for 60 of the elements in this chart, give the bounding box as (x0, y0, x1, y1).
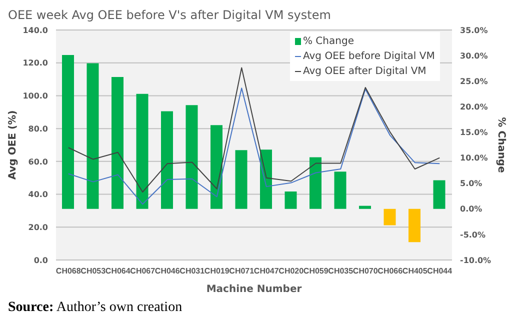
x-tick-label: CH053 (80, 266, 106, 276)
bar (86, 63, 99, 209)
x-tick-label: CH070 (352, 266, 378, 276)
y2-tick-label: 25.0% (460, 76, 488, 86)
line-series (68, 67, 440, 192)
y2-axis-title: % Change (495, 117, 506, 174)
bar (359, 206, 371, 209)
y-tick-label: 40.0 (28, 190, 48, 200)
bar (161, 111, 173, 209)
x-tick-label: CH064 (105, 266, 131, 276)
bar (433, 180, 446, 209)
x-tick-label: CH066 (378, 266, 404, 276)
bar (334, 172, 346, 209)
x-tick-label: CH047 (254, 266, 280, 276)
source-note: Source: Author’s own creation (8, 300, 184, 316)
y-tick-label: 20.0 (28, 222, 48, 232)
x-axis-title: Machine Number (206, 284, 302, 295)
x-tick-label: CH067 (130, 266, 156, 276)
y2-tick-label: 30.0% (460, 51, 488, 60)
y2-tick-label: 35.0% (460, 26, 488, 35)
bar (284, 192, 297, 209)
y-tick-label: 100.0 (22, 92, 48, 101)
bar (310, 157, 322, 209)
bar (260, 150, 272, 209)
x-tick-label: CH044 (427, 266, 453, 276)
legend-label: Avg OEE before Digital VM (303, 50, 435, 64)
bar (112, 77, 124, 209)
y2-tick-label: 15.0% (460, 128, 488, 138)
bar (136, 94, 148, 209)
chart-title: OEE week Avg OEE before V's after Digital VM system (8, 8, 332, 24)
x-tick-label: CH035 (328, 266, 354, 276)
x-tick-label: CH046 (154, 266, 180, 276)
x-tick-label: CH068 (56, 266, 82, 276)
bar (186, 105, 198, 209)
x-tick-label: CH020 (278, 266, 304, 276)
y-tick-label: 120.0 (22, 58, 48, 68)
x-tick-label: CH019 (204, 266, 230, 276)
bar (408, 208, 420, 242)
y2-tick-label: 0.0% (460, 204, 482, 214)
y2-tick-label: -5.0% (460, 230, 486, 240)
x-tick-label: CH405 (402, 266, 428, 276)
x-tick-label: CH059 (303, 266, 329, 276)
x-tick-label: CH031 (180, 266, 206, 276)
y2-tick-label: 20.0% (460, 102, 488, 112)
bar (384, 208, 396, 226)
y2-tick-label: 10.0% (460, 154, 488, 163)
y2-tick-label: -10.0% (460, 256, 492, 265)
y-tick-label: 0.0 (34, 256, 48, 265)
legend-label: Avg OEE after Digital VM (303, 65, 426, 79)
y-tick-label: 80.0 (28, 124, 48, 134)
y-axis-title: Avg OEE (%) (8, 110, 19, 180)
bar (62, 55, 74, 209)
y2-tick-label: 5.0% (460, 179, 482, 188)
y-tick-label: 140.0 (22, 26, 48, 35)
bar (235, 150, 248, 209)
x-tick-label: CH071 (229, 266, 255, 276)
legend-label: % Change (303, 35, 354, 49)
line-series (68, 88, 440, 205)
bar (210, 125, 222, 209)
y-tick-label: 60.0 (28, 157, 48, 166)
